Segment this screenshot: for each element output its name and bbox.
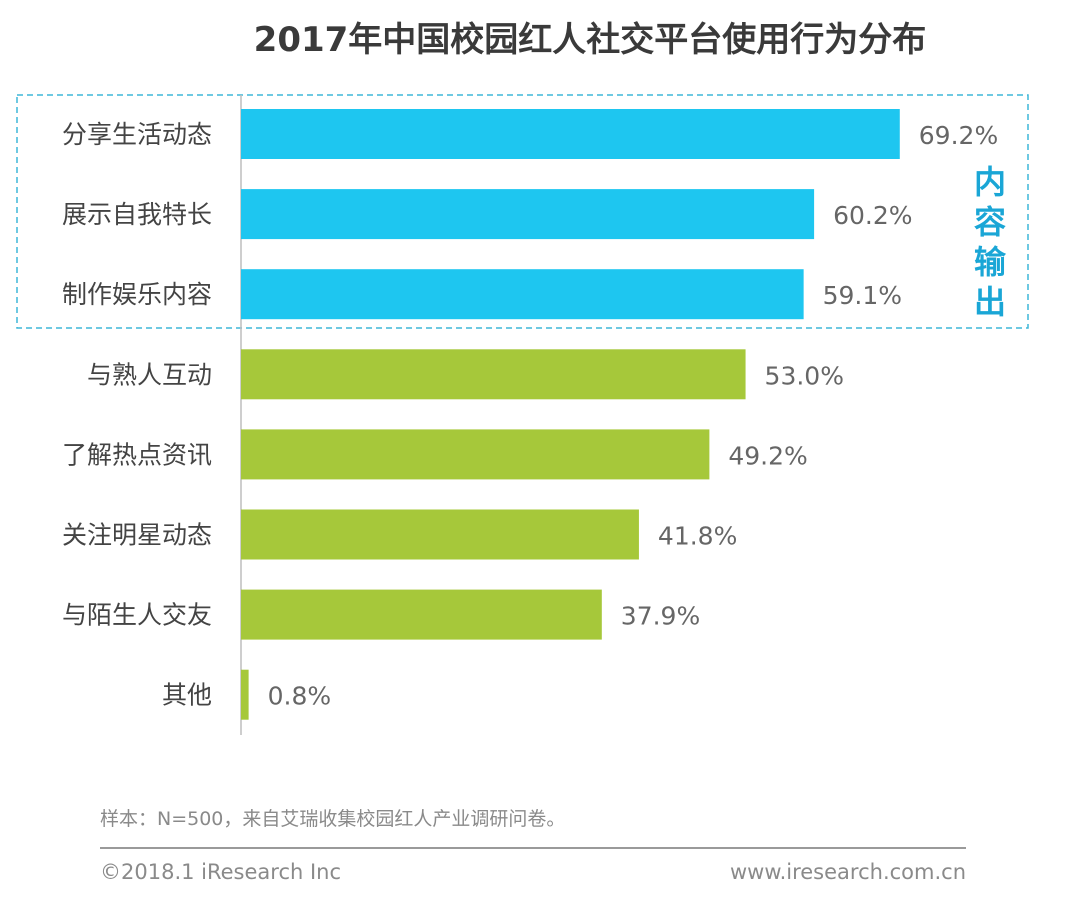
content-group-box — [16, 94, 1029, 329]
value-label: 49.2% — [728, 441, 807, 470]
bar — [241, 109, 900, 159]
value-label: 53.0% — [765, 361, 844, 390]
group-annotation: 内容输出 — [973, 163, 1006, 321]
value-label: 37.9% — [621, 602, 700, 631]
value-label: 41.8% — [658, 522, 737, 551]
value-label: 60.2% — [833, 201, 912, 230]
chart-title: 2017年中国校园红人社交平台使用行为分布 — [253, 20, 927, 60]
bar — [241, 429, 710, 480]
bar — [241, 589, 602, 640]
sample-note: 样本：N=500，来自艾瑞收集校园红人产业调研问卷。 — [100, 808, 566, 830]
category-label: 了解热点资讯 — [62, 440, 212, 469]
copyright: ©2018.1 iResearch Inc — [100, 860, 342, 884]
bar — [241, 669, 249, 720]
bar — [241, 349, 746, 400]
bar — [241, 269, 804, 320]
value-label: 0.8% — [268, 682, 332, 711]
footer-divider — [100, 847, 966, 849]
value-label: 69.2% — [919, 121, 998, 150]
value-label: 59.1% — [823, 281, 902, 310]
category-label: 关注明星动态 — [62, 521, 212, 550]
bar — [241, 189, 815, 240]
category-label: 展示自我特长 — [62, 200, 212, 229]
category-label: 制作娱乐内容 — [62, 280, 212, 309]
category-label: 与陌生人交友 — [62, 601, 212, 630]
bar — [241, 509, 639, 560]
category-label: 其他 — [162, 681, 212, 710]
bar-chart: 分享生活动态 69.2% 展示自我特长 60.2% 制作娱乐内容 59.1% 与熟人互动 53… — [16, 94, 1029, 735]
website-link[interactable]: www.iresearch.com.cn — [729, 860, 966, 884]
category-label: 与熟人互动 — [87, 360, 212, 389]
category-label: 分享生活动态 — [62, 120, 212, 149]
